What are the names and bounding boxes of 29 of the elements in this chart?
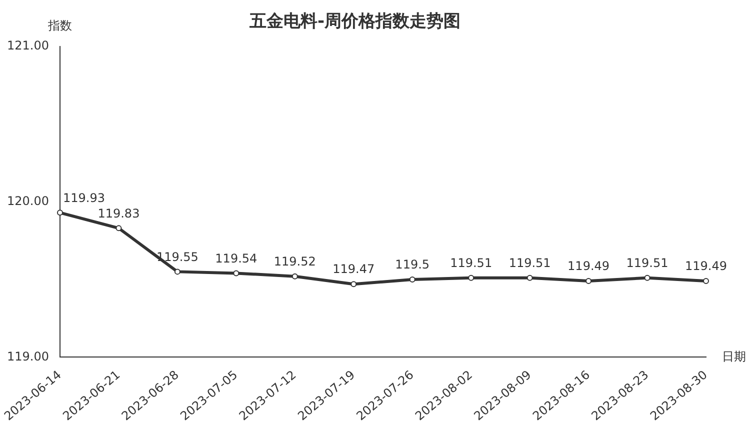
- y-tick-label: 119.00: [6, 349, 49, 364]
- y-tick-label: 121.00: [6, 38, 49, 53]
- chart-title: 五金电料-周价格指数走势图: [248, 12, 461, 32]
- data-label: 119.5: [395, 258, 430, 272]
- point: [233, 270, 240, 276]
- data-label: 119.51: [508, 256, 551, 270]
- data-label: 119.49: [685, 259, 727, 274]
- data-label: 119.54: [215, 251, 258, 266]
- data-label: 119.52: [274, 254, 316, 268]
- point: [468, 274, 474, 281]
- point: [703, 278, 709, 284]
- y-axis-title: 指数: [46, 18, 72, 33]
- data-label: 119.93: [62, 190, 105, 205]
- y-tick-label: 120.00: [6, 194, 49, 208]
- point: [292, 273, 298, 280]
- point: [586, 278, 592, 284]
- point: [526, 274, 533, 281]
- point: [116, 225, 122, 232]
- data-label: 119.51: [450, 256, 492, 270]
- point: [409, 276, 416, 282]
- point: [174, 268, 180, 275]
- data-label: 119.83: [98, 206, 140, 220]
- data-label: 119.51: [626, 256, 668, 270]
- point: [56, 210, 63, 216]
- x-axis-title: 日期: [722, 349, 746, 364]
- data-label: 119.49: [568, 259, 610, 274]
- point: [350, 281, 357, 288]
- point: [644, 274, 650, 281]
- data-label: 119.47: [332, 262, 375, 276]
